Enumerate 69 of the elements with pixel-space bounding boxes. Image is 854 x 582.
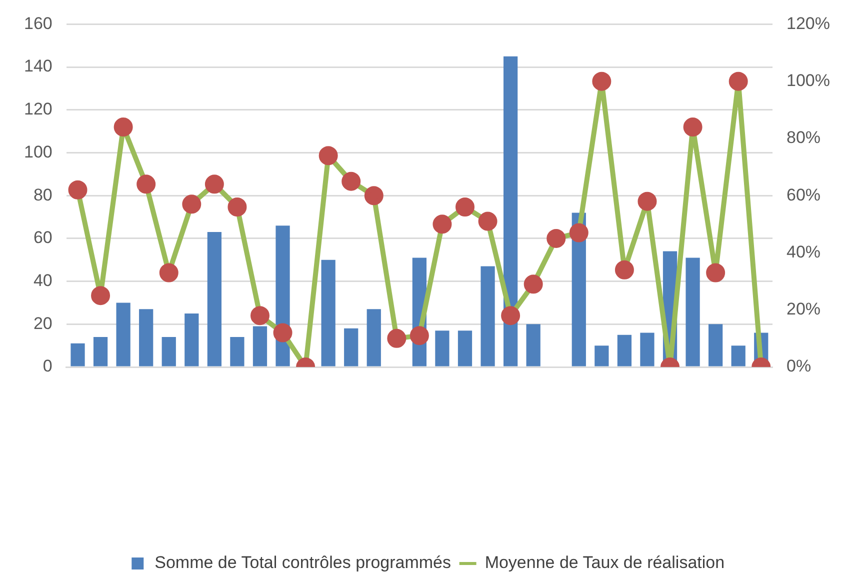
bar bbox=[504, 56, 518, 366]
y-tick-label: 100 bbox=[24, 142, 52, 162]
bar bbox=[230, 337, 244, 366]
point bbox=[68, 180, 88, 200]
y-tick-label: 160 bbox=[24, 14, 52, 33]
bar bbox=[207, 232, 222, 366]
point bbox=[614, 260, 634, 280]
bar bbox=[458, 330, 472, 366]
point bbox=[387, 328, 406, 348]
bar bbox=[70, 343, 85, 366]
point bbox=[182, 194, 202, 214]
y-tick-label: 40 bbox=[33, 270, 52, 290]
bar bbox=[640, 332, 654, 366]
bar bbox=[93, 337, 108, 366]
legend-label: Moyenne de Taux de réalisation bbox=[484, 553, 725, 572]
point bbox=[364, 186, 384, 206]
point bbox=[318, 146, 338, 166]
point bbox=[273, 323, 292, 342]
y-tick-label: 120 bbox=[24, 100, 52, 119]
point bbox=[456, 198, 474, 217]
point bbox=[478, 212, 498, 231]
point bbox=[91, 286, 110, 306]
bar bbox=[731, 346, 746, 366]
bar bbox=[617, 334, 632, 366]
point bbox=[410, 326, 429, 346]
bar bbox=[252, 326, 268, 366]
bar bbox=[116, 302, 130, 366]
bar bbox=[708, 324, 723, 366]
point bbox=[546, 228, 566, 248]
y-tick-label: 60 bbox=[33, 228, 52, 248]
bar bbox=[321, 260, 336, 366]
bar bbox=[480, 266, 495, 366]
bar bbox=[344, 328, 358, 366]
point bbox=[592, 72, 612, 91]
bar bbox=[594, 346, 609, 366]
point bbox=[501, 306, 520, 326]
y-tick-label: 140 bbox=[24, 56, 52, 76]
y2-tick-label: 60% bbox=[786, 185, 821, 204]
y2-tick-label: 80% bbox=[786, 128, 821, 148]
point bbox=[683, 118, 702, 137]
point bbox=[250, 306, 270, 326]
y-tick-label: 80 bbox=[33, 185, 52, 204]
point bbox=[136, 174, 156, 194]
point bbox=[728, 72, 748, 91]
bar bbox=[435, 330, 450, 366]
legend-label: Somme de Total contrôles programmés bbox=[154, 553, 452, 572]
point bbox=[228, 198, 247, 217]
point bbox=[569, 223, 588, 242]
bar bbox=[139, 309, 154, 366]
y2-tick-label: 100% bbox=[786, 71, 830, 90]
point bbox=[114, 118, 133, 137]
bar bbox=[526, 324, 540, 366]
bar bbox=[184, 313, 199, 366]
y-tick-label: 0 bbox=[42, 356, 52, 376]
point bbox=[706, 263, 726, 282]
point bbox=[638, 192, 657, 211]
y2-tick-label: 20% bbox=[786, 300, 821, 319]
y2-tick-label: 0% bbox=[786, 356, 812, 376]
point bbox=[342, 172, 361, 191]
point bbox=[432, 214, 452, 234]
y-tick-label: 20 bbox=[33, 314, 52, 333]
y2-tick-label: 40% bbox=[786, 242, 821, 262]
bar bbox=[162, 337, 176, 366]
point bbox=[159, 263, 178, 282]
y2-tick-label: 120% bbox=[786, 14, 830, 33]
bar bbox=[686, 258, 700, 366]
point bbox=[204, 174, 224, 194]
bar bbox=[366, 309, 381, 366]
point bbox=[524, 274, 543, 294]
